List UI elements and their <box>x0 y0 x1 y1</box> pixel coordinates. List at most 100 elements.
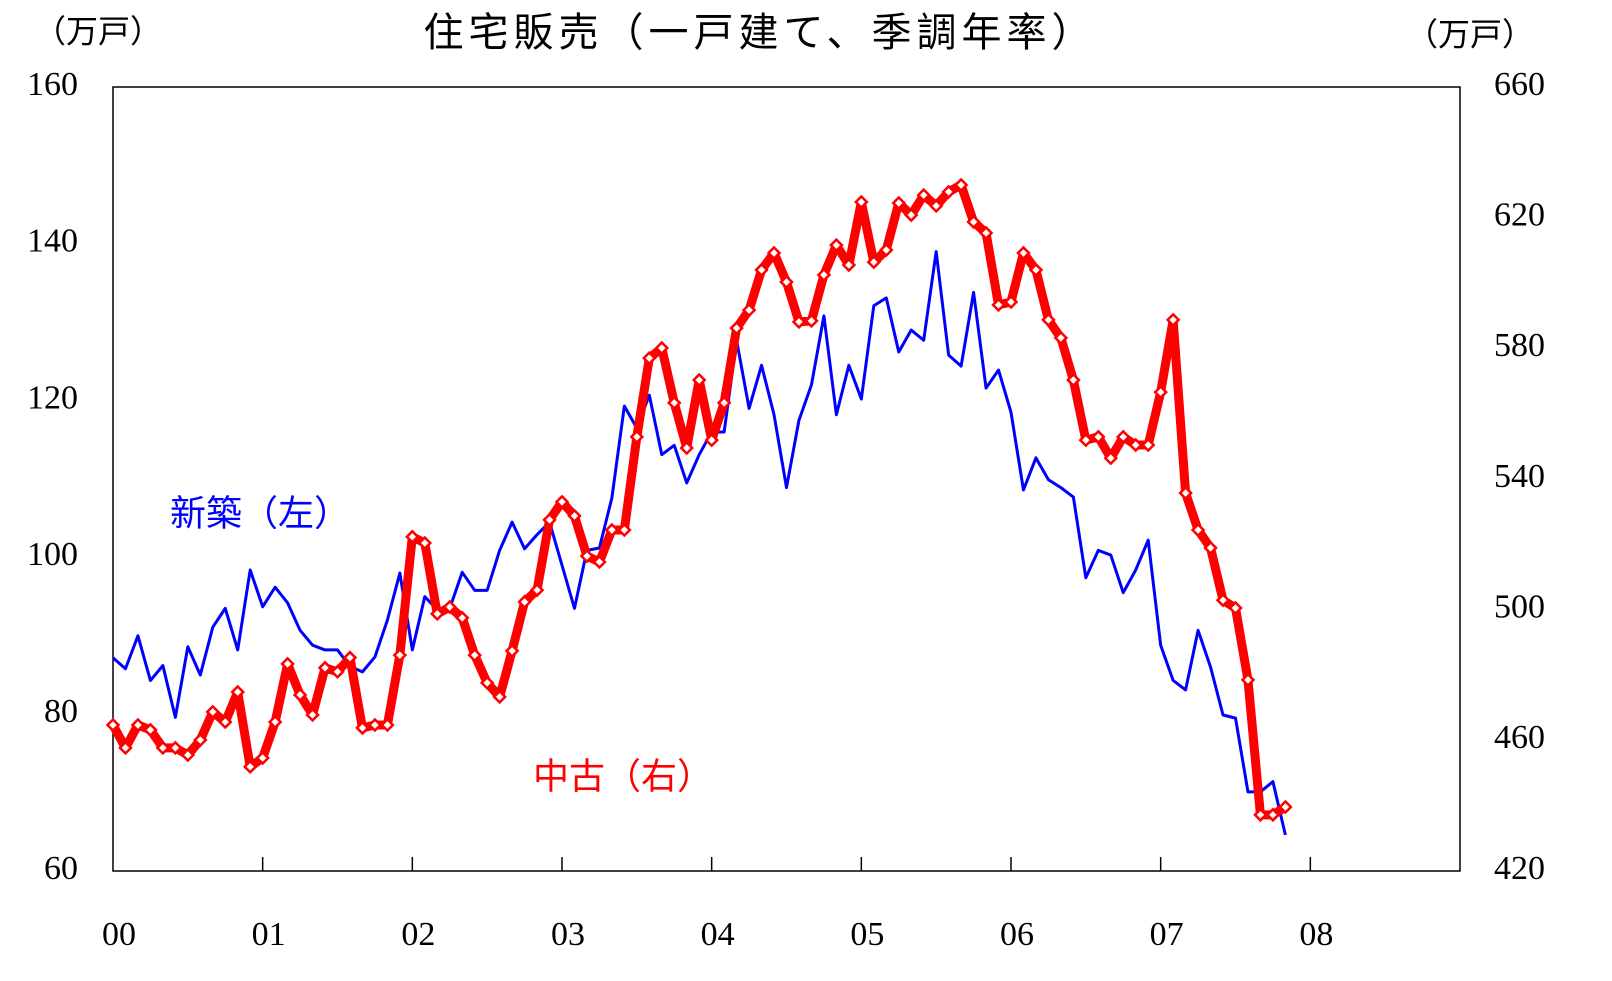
data-marker <box>105 717 121 733</box>
data-marker <box>430 606 445 622</box>
data-marker <box>168 740 183 756</box>
data-marker <box>1253 807 1268 823</box>
data-marker <box>1016 245 1031 261</box>
data-marker <box>679 440 694 456</box>
y-axis-label: （万戸） <box>34 13 162 49</box>
data-marker <box>305 707 320 723</box>
data-marker <box>879 242 894 258</box>
data-marker <box>666 395 682 411</box>
data-marker <box>230 684 245 700</box>
data-marker <box>1153 384 1168 400</box>
series-line <box>112 250 1287 836</box>
data-marker <box>966 214 981 230</box>
data-marker <box>1053 330 1069 346</box>
data-marker <box>442 599 458 615</box>
x-tick-label: 02 <box>401 916 435 953</box>
data-marker <box>829 237 844 253</box>
x-tick-label: 07 <box>1150 916 1184 953</box>
data-marker <box>1078 432 1094 448</box>
data-marker <box>1128 437 1143 453</box>
data-marker <box>617 522 632 538</box>
data-marker <box>1115 429 1131 445</box>
y-tick-label: 120 <box>27 379 78 416</box>
data-marker <box>1203 540 1218 556</box>
data-marker <box>903 207 919 223</box>
data-marker <box>1003 294 1019 310</box>
data-marker <box>804 313 819 329</box>
data-marker <box>766 245 782 261</box>
data-marker <box>791 314 807 330</box>
data-marker <box>454 610 470 626</box>
data-marker <box>1278 799 1293 815</box>
data-marker <box>492 689 507 705</box>
y2-tick-label: 620 <box>1494 196 1545 233</box>
data-marker <box>317 660 333 676</box>
data-marker <box>1215 592 1231 608</box>
data-marker <box>991 297 1006 313</box>
data-marker <box>866 254 882 270</box>
legend-label: 中古（右） <box>533 756 713 796</box>
y2-tick-label: 540 <box>1494 458 1545 495</box>
data-marker <box>716 395 732 411</box>
data-marker <box>928 198 944 214</box>
data-marker <box>467 647 482 663</box>
data-marker <box>1028 262 1044 278</box>
data-marker <box>978 225 994 241</box>
data-marker <box>143 722 158 738</box>
x-tick-label: 05 <box>850 916 884 953</box>
y-tick-label: 160 <box>27 66 78 103</box>
data-marker <box>604 522 620 538</box>
data-marker <box>292 687 308 703</box>
data-marker <box>367 717 383 733</box>
data-marker <box>891 195 907 211</box>
data-marker <box>1140 437 1156 453</box>
data-marker <box>1066 372 1081 388</box>
data-marker <box>816 267 832 283</box>
data-marker <box>729 320 744 336</box>
data-marker <box>579 548 595 564</box>
data-marker <box>754 262 769 278</box>
data-marker <box>1165 312 1181 328</box>
data-marker <box>1041 312 1056 328</box>
y-tick-label: 100 <box>27 536 78 573</box>
data-marker <box>1178 485 1193 501</box>
data-marker <box>155 740 171 756</box>
y2-tick-label: 580 <box>1494 327 1545 364</box>
data-marker <box>267 714 283 730</box>
data-marker <box>779 274 794 290</box>
data-marker <box>330 664 345 680</box>
data-marker <box>118 740 133 756</box>
data-marker <box>854 194 869 210</box>
data-marker <box>642 350 657 366</box>
data-marker <box>193 732 208 748</box>
y2-tick-label: 420 <box>1494 850 1545 887</box>
data-marker <box>130 717 146 733</box>
data-marker <box>180 747 196 763</box>
data-marker <box>380 717 395 733</box>
x-tick-label: 03 <box>551 916 585 953</box>
y-tick-label: 60 <box>44 850 78 887</box>
data-marker <box>205 704 221 720</box>
data-marker <box>504 643 520 659</box>
data-marker <box>654 340 670 356</box>
legend-label: 新築（左） <box>170 493 350 533</box>
data-marker <box>741 302 757 318</box>
data-marker <box>1091 429 1106 445</box>
data-marker <box>704 432 719 448</box>
data-marker <box>941 184 956 200</box>
data-marker <box>953 177 969 193</box>
data-marker <box>529 582 545 598</box>
x-tick-label: 06 <box>1000 916 1034 953</box>
data-marker <box>242 759 258 775</box>
y-tick-label: 140 <box>27 223 78 260</box>
data-marker <box>1190 522 1206 538</box>
x-tick-label: 08 <box>1299 916 1333 953</box>
y2-tick-label: 460 <box>1494 719 1545 756</box>
data-marker <box>542 512 557 528</box>
data-marker <box>517 594 532 610</box>
data-marker <box>405 529 420 545</box>
data-marker <box>355 720 370 736</box>
x-tick-label: 00 <box>102 916 136 953</box>
data-marker <box>1265 807 1281 823</box>
